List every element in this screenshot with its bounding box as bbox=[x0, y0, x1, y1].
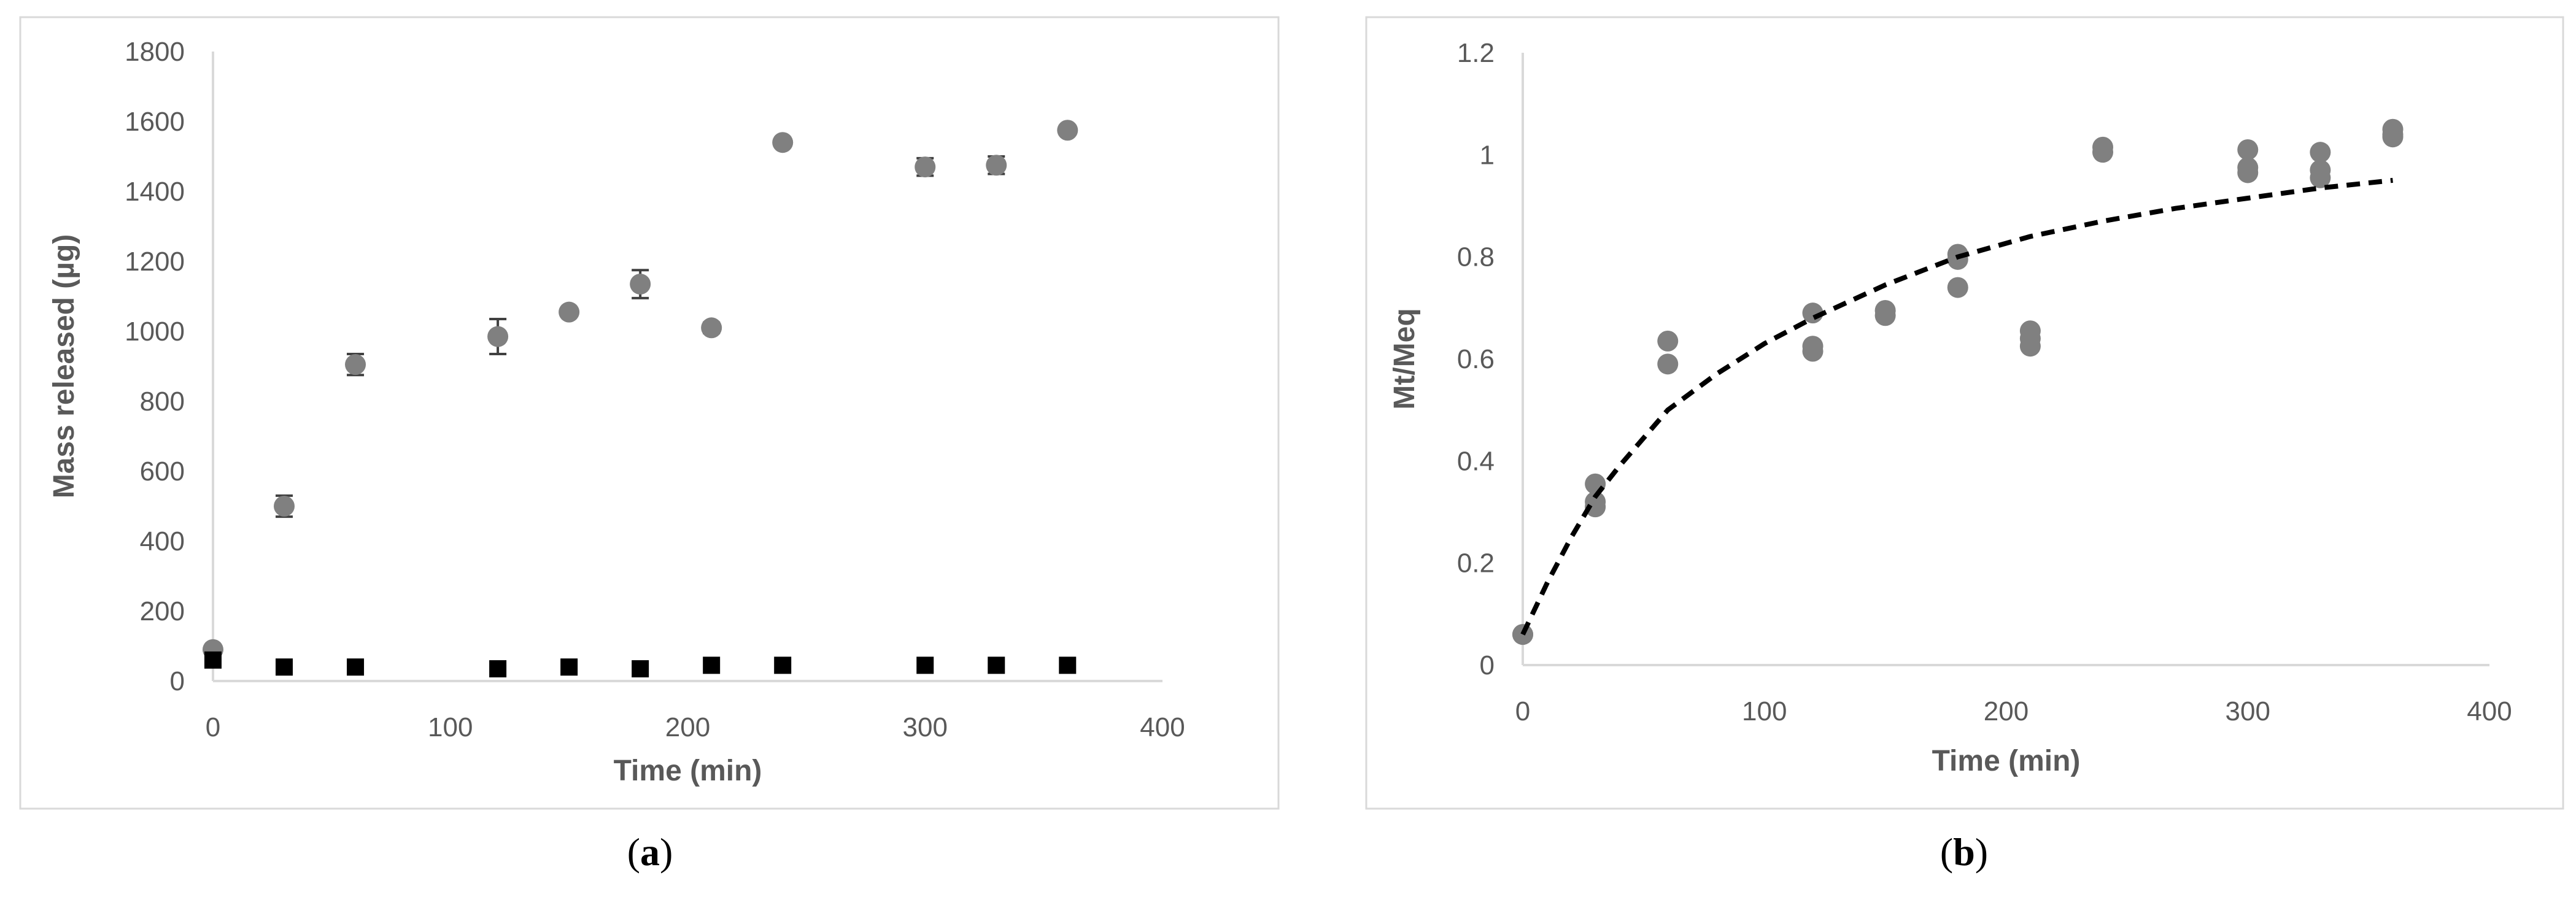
x-tick-label: 300 bbox=[903, 712, 948, 742]
y-tick-label: 1 bbox=[1480, 140, 1495, 170]
axes-b bbox=[1522, 53, 2489, 666]
data-point-square bbox=[204, 651, 222, 669]
y-tick-labels-a: 0 200 400 600 800 1000 1200 1400 1600 1800 bbox=[125, 37, 185, 696]
data-point-circle bbox=[487, 326, 509, 347]
x-tick-label: 200 bbox=[665, 712, 710, 742]
x-tick-labels-b: 0 100 200 300 400 bbox=[1515, 696, 2512, 726]
data-point-circle bbox=[701, 317, 722, 339]
y-tick-label: 0 bbox=[170, 666, 185, 696]
data-point-circle bbox=[1947, 277, 1968, 298]
chart-panel-a: 0 200 400 600 800 1000 1200 1400 1600 1800 0 100 20… bbox=[19, 16, 1280, 810]
data-point-circle bbox=[2019, 320, 2041, 342]
data-point-circle bbox=[1057, 120, 1078, 141]
y-tick-label: 1.2 bbox=[1457, 38, 1495, 68]
y-tick-label: 0.2 bbox=[1457, 549, 1495, 579]
x-tick-label: 200 bbox=[1984, 696, 2029, 726]
data-point-circle bbox=[2382, 118, 2404, 140]
panel-label-a: (a) bbox=[627, 830, 673, 874]
x-tick-label: 400 bbox=[2467, 696, 2512, 726]
y-tick-label: 0.4 bbox=[1457, 446, 1495, 476]
chart-frame-a bbox=[19, 16, 1280, 810]
y-tick-label: 1800 bbox=[125, 37, 185, 67]
data-point-circle bbox=[274, 496, 295, 517]
chart-panel-b: 0 0.2 0.4 0.6 0.8 1 1.2 0 100 200 300 400 Time (mi… bbox=[1365, 16, 2564, 810]
y-tick-label: 800 bbox=[140, 387, 185, 417]
data-point-circle bbox=[2237, 139, 2259, 161]
x-axis-label-a: Time (min) bbox=[614, 755, 762, 787]
data-point-square bbox=[347, 658, 365, 676]
data-point-circle bbox=[1947, 244, 1968, 265]
x-tick-label: 0 bbox=[206, 712, 220, 742]
data-point-square bbox=[560, 658, 578, 676]
y-tick-label: 400 bbox=[140, 526, 185, 556]
data-point-square bbox=[774, 656, 792, 674]
y-tick-label: 0 bbox=[1480, 650, 1495, 680]
data-point-square bbox=[703, 656, 721, 674]
data-point-circle bbox=[559, 301, 580, 323]
y-tick-label: 0.6 bbox=[1457, 344, 1495, 374]
x-tick-label: 400 bbox=[1140, 712, 1185, 742]
data-point-circle bbox=[2310, 160, 2331, 181]
y-tick-labels-b: 0 0.2 0.4 0.6 0.8 1 1.2 bbox=[1457, 38, 1495, 680]
data-point-circle bbox=[1874, 299, 1896, 321]
y-tick-label: 1200 bbox=[125, 247, 185, 277]
data-point-circle bbox=[915, 156, 936, 178]
data-point-circle bbox=[1657, 330, 1679, 352]
data-point-circle bbox=[2310, 142, 2331, 163]
panel-label-b-letter: b bbox=[1953, 830, 1975, 874]
panel-label-a-letter: a bbox=[640, 830, 660, 874]
x-tick-label: 0 bbox=[1515, 696, 1530, 726]
x-tick-label: 100 bbox=[428, 712, 473, 742]
y-axis-label-b: Mt/Meq bbox=[1388, 308, 1421, 409]
x-tick-label: 300 bbox=[2226, 696, 2270, 726]
data-point-square bbox=[632, 660, 649, 678]
data-point-circle bbox=[772, 132, 794, 153]
data-point-circle bbox=[986, 155, 1007, 176]
y-tick-label: 0.8 bbox=[1457, 242, 1495, 272]
data-point-square bbox=[988, 656, 1005, 674]
data-point-circle bbox=[630, 274, 651, 295]
x-tick-label: 100 bbox=[1742, 696, 1787, 726]
fit-curve bbox=[1520, 177, 2393, 636]
data-point-square bbox=[1059, 656, 1077, 674]
x-axis-label-b: Time (min) bbox=[1932, 745, 2081, 777]
y-tick-label: 1400 bbox=[125, 177, 185, 207]
chart-frame-b bbox=[1365, 16, 2564, 810]
data-marks-a bbox=[203, 120, 1078, 678]
data-point-circle bbox=[2092, 136, 2113, 158]
y-tick-label: 1600 bbox=[125, 107, 185, 137]
data-point-square bbox=[489, 660, 507, 678]
data-point-circle bbox=[1802, 336, 1824, 357]
data-marks-b bbox=[1512, 118, 2404, 645]
axes-a bbox=[212, 52, 1162, 682]
panel-label-b: (b) bbox=[1940, 830, 1988, 874]
x-tick-labels-a: 0 100 200 300 400 bbox=[206, 712, 1185, 742]
data-point-circle bbox=[345, 354, 366, 375]
data-point-circle bbox=[1657, 353, 1679, 375]
y-tick-label: 1000 bbox=[125, 317, 185, 347]
data-point-square bbox=[916, 656, 934, 674]
y-tick-label: 600 bbox=[140, 456, 185, 487]
data-point-square bbox=[276, 658, 293, 676]
y-axis-label-a: Mass released (µg) bbox=[48, 234, 80, 499]
y-tick-label: 200 bbox=[140, 596, 185, 626]
data-point-circle bbox=[2237, 157, 2259, 179]
